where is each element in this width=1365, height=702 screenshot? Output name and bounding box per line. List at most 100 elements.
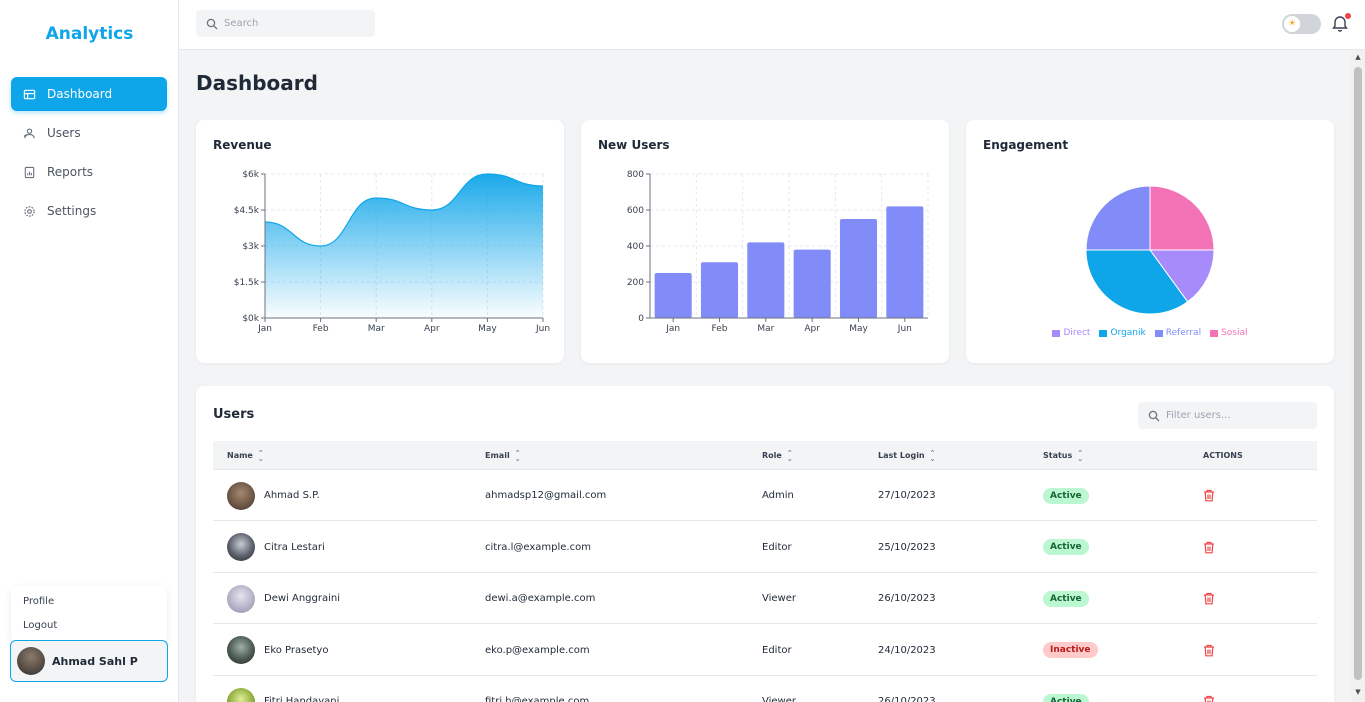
delete-icon[interactable]	[1203, 489, 1215, 502]
filter-box	[1138, 402, 1317, 429]
new-users-title: New Users	[598, 138, 670, 152]
cell-last-login: 27/10/2023	[878, 490, 936, 501]
y-tick-label: $0k	[242, 314, 259, 324]
cell-status: Active	[1043, 522, 1089, 573]
revenue-area	[265, 174, 543, 318]
delete-icon[interactable]	[1203, 541, 1215, 554]
legend-label: Referral	[1165, 328, 1202, 338]
column-label: Role	[762, 451, 782, 460]
sort-icon: ⌃ ⌄	[786, 448, 793, 463]
cell-email: eko.p@example.com	[485, 644, 590, 656]
cell-email: fitri.h@example.com	[485, 696, 590, 702]
user-name: Dewi Anggraini	[264, 593, 340, 604]
settings-icon	[22, 204, 36, 218]
users-icon	[22, 126, 36, 140]
user-profile-button[interactable]: Ahmad Sahl P	[10, 640, 168, 682]
reports-icon	[22, 165, 36, 179]
legend-item[interactable]: Sosial	[1210, 328, 1248, 338]
cell-actions	[1203, 470, 1215, 521]
brand-logo[interactable]: Analytics	[45, 24, 134, 44]
column-header-status[interactable]: Status ⌃ ⌄	[1043, 441, 1083, 470]
column-header-last-login[interactable]: Last Login ⌃ ⌄	[878, 441, 936, 470]
column-header-email[interactable]: Email ⌃ ⌄	[485, 441, 521, 470]
user-name: Ahmad Sahl P	[52, 654, 138, 668]
y-tick-label: 0	[638, 314, 644, 324]
legend-item[interactable]: Referral	[1154, 328, 1202, 338]
cell-status: Inactive	[1043, 625, 1098, 676]
cell-name: Eko Prasetyo	[227, 625, 328, 676]
sidebar-item-settings[interactable]: Settings	[11, 194, 167, 228]
cell-last-login: 26/10/2023	[878, 696, 936, 702]
cell-role: Editor	[762, 541, 792, 553]
cell-actions	[1203, 573, 1215, 624]
cell-name: Dewi Anggraini	[227, 573, 340, 624]
bar	[793, 249, 831, 318]
status-badge: Active	[1043, 590, 1089, 607]
column-label: Name	[227, 451, 253, 460]
search-icon	[1148, 410, 1160, 421]
legend-label: Sosial	[1221, 328, 1248, 338]
cell-role: Admin	[762, 490, 794, 501]
top-header: ☀	[179, 0, 1365, 50]
user-name: Ahmad S.P.	[264, 490, 320, 501]
notification-button[interactable]	[1332, 13, 1351, 34]
bar	[886, 206, 924, 318]
filter-users-input[interactable]	[1166, 410, 1306, 421]
search-input[interactable]	[224, 18, 364, 29]
sidebar-item-label: Settings	[47, 204, 97, 218]
sort-icon: ⌃ ⌄	[929, 448, 936, 463]
avatar	[227, 687, 255, 702]
column-header-role[interactable]: Role ⌃ ⌄	[762, 441, 793, 470]
cell-email: citra.l@example.com	[485, 541, 591, 553]
search-box	[196, 10, 375, 37]
legend-swatch	[1210, 329, 1219, 337]
pie-slice-sosial	[1149, 185, 1215, 251]
table-row: Eko Prasetyo eko.p@example.com Editor 24/10…	[213, 625, 1317, 676]
scroll-up-icon[interactable]: ▲	[1355, 53, 1361, 61]
legend-item[interactable]: Direct	[1052, 328, 1090, 338]
theme-toggle[interactable]: ☀	[1282, 14, 1321, 34]
page-scrollbar[interactable]: ▲ ▼	[1351, 50, 1365, 702]
column-label: Email	[485, 451, 510, 460]
user-name: Fitri Handayani	[264, 696, 340, 702]
table-row: Dewi Anggraini dewi.a@example.com Viewer 26…	[213, 573, 1317, 624]
engagement-card: Engagement Direct Organik Referral Sosial	[966, 120, 1334, 363]
cell-last-login: 25/10/2023	[878, 541, 936, 553]
profile-menu-item[interactable]: Profile	[23, 596, 55, 607]
column-header-name[interactable]: Name ⌃ ⌄	[227, 441, 264, 470]
avatar	[227, 533, 255, 561]
scroll-down-icon[interactable]: ▼	[1355, 688, 1361, 696]
engagement-chart	[1085, 185, 1215, 315]
cell-name: Citra Lestari	[227, 522, 325, 573]
avatar	[227, 481, 255, 510]
sidebar-item-reports[interactable]: Reports	[11, 155, 167, 189]
delete-icon[interactable]	[1203, 592, 1215, 605]
x-tick-label: Apr	[804, 324, 820, 334]
delete-icon[interactable]	[1203, 695, 1215, 702]
sort-icon: ⌃ ⌄	[514, 448, 521, 463]
revenue-chart: $0k $1.5k $3k $4.5k $6k Jan Feb Mar Apr May Jun	[234, 170, 550, 334]
pie-slice-organik	[1085, 249, 1189, 315]
x-tick-label: May	[849, 324, 868, 334]
y-tick-label: 800	[627, 170, 644, 180]
cell-last-login: 26/10/2023	[878, 593, 936, 604]
scrollbar-thumb[interactable]	[1354, 67, 1362, 680]
legend-item[interactable]: Organik	[1099, 328, 1146, 338]
pie-slice-direct	[1149, 249, 1215, 303]
legend-swatch	[1052, 329, 1061, 337]
sidebar-item-users[interactable]: Users	[11, 116, 167, 150]
sidebar-item-dashboard[interactable]: Dashboard	[11, 77, 167, 111]
y-tick-label: $3k	[242, 242, 259, 252]
cell-status: Active	[1043, 470, 1089, 521]
cell-actions	[1203, 625, 1215, 676]
y-tick-label: $1.5k	[234, 278, 260, 288]
avatar	[17, 647, 45, 675]
status-badge: Active	[1043, 693, 1089, 702]
legend-swatch	[1154, 329, 1163, 337]
logout-menu-item[interactable]: Logout	[23, 620, 58, 631]
delete-icon[interactable]	[1203, 644, 1215, 657]
legend-label: Organik	[1110, 328, 1146, 338]
sidebar-item-label: Users	[47, 126, 81, 140]
users-table-title: Users	[213, 407, 255, 422]
y-tick-label: $4.5k	[234, 206, 260, 216]
